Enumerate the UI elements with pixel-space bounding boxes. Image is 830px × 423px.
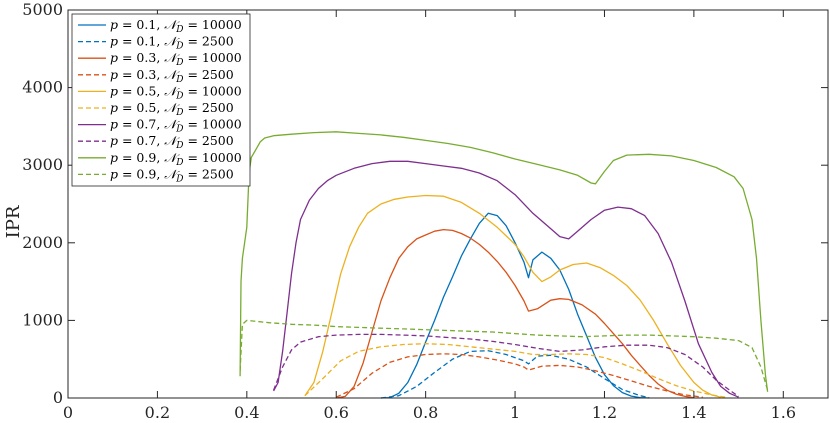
y-tick-label: 2000 xyxy=(22,233,63,252)
series-layer xyxy=(239,131,769,399)
series-line-8 xyxy=(239,131,769,392)
y-axis-label: IPR xyxy=(3,205,24,238)
series-line-6 xyxy=(273,160,739,398)
series-line-0 xyxy=(380,212,650,399)
legend-entry: p = 0.7, 𝒩D = 2500 xyxy=(110,133,234,151)
x-tick-label: 1.2 xyxy=(592,403,617,422)
x-tick-label: 0.2 xyxy=(145,403,170,422)
x-tick-label: 1.4 xyxy=(681,403,706,422)
legend-entry: p = 0.1, 𝒩D = 10000 xyxy=(110,17,242,35)
y-tick-label: 1000 xyxy=(22,310,63,329)
legend-entry: p = 0.9, 𝒩D = 10000 xyxy=(110,150,242,168)
series-line-2 xyxy=(336,228,694,399)
y-tick-label: 3000 xyxy=(22,155,63,174)
x-tick-label: 0.6 xyxy=(324,403,349,422)
y-tick-label: 5000 xyxy=(22,0,63,19)
x-tick-label: 0 xyxy=(63,403,73,422)
series-line-4 xyxy=(304,194,721,398)
y-tick-label: 4000 xyxy=(22,78,63,97)
ticks-layer: 0 0.2 0.4 0.6 0.8 1 1.2 1.4 1.6 0 1000 2000 3000 4000… xyxy=(22,0,828,422)
series-line-9 xyxy=(239,319,769,391)
x-tick-label: 1.6 xyxy=(771,403,796,422)
y-tick-label: 0 xyxy=(53,388,63,407)
legend-entry: p = 0.5, 𝒩D = 2500 xyxy=(110,100,234,118)
legend-entry: p = 0.9, 𝒩D = 2500 xyxy=(110,166,234,184)
x-tick-label: 0.8 xyxy=(413,403,438,422)
x-tick-label: 0.4 xyxy=(234,403,259,422)
x-tick-label: 1 xyxy=(510,403,520,422)
series-line-1 xyxy=(380,350,650,399)
legend-entry: p = 0.3, 𝒩D = 2500 xyxy=(110,67,234,85)
series-line-3 xyxy=(335,353,703,398)
series-line-7 xyxy=(272,333,739,397)
